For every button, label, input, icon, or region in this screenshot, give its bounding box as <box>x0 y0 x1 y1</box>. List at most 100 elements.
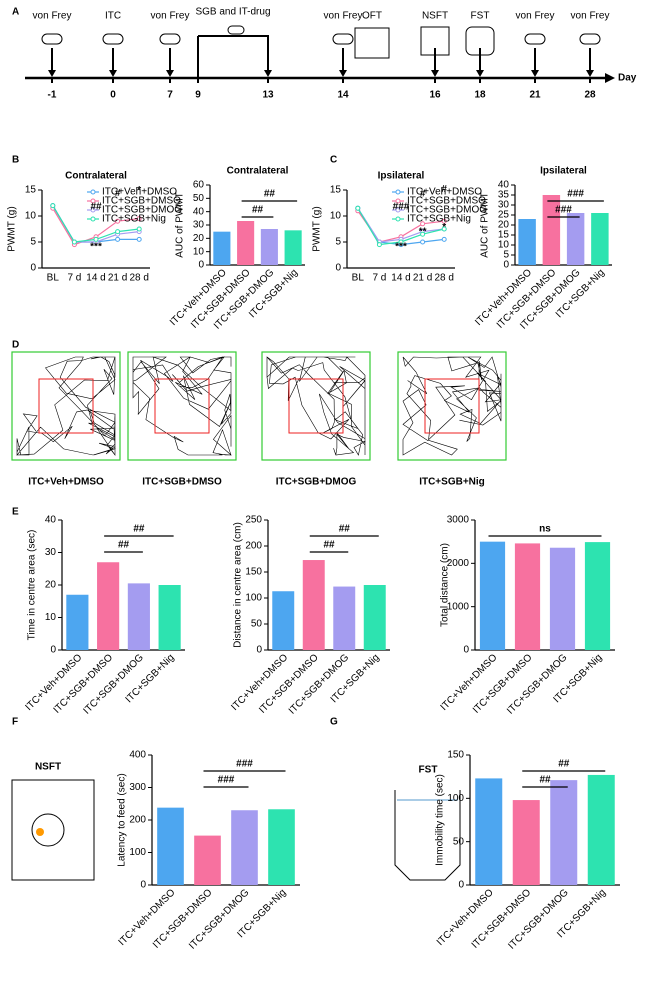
point <box>136 216 142 222</box>
y-tick-label: 60 <box>193 180 205 191</box>
bar <box>213 231 231 265</box>
x-tick-label: 14 d <box>391 273 410 284</box>
y-tick-label: 150 <box>245 567 262 578</box>
event-label: von Frey <box>324 11 363 22</box>
panel-letter: E <box>12 507 19 518</box>
y-tick-label: 15 <box>498 230 510 241</box>
annotation: ## <box>90 201 102 212</box>
y-tick-label: 0 <box>198 260 204 271</box>
y-tick-label: 100 <box>447 793 464 804</box>
bar <box>549 547 576 650</box>
point <box>441 218 447 224</box>
centre-zone <box>38 378 94 434</box>
x-tick-label: 28 d <box>434 273 453 284</box>
y-tick-label: 40 <box>498 180 510 191</box>
chart-title: Contralateral <box>227 166 289 177</box>
event-label: ITC <box>105 11 121 22</box>
y-tick-label: 0 <box>256 645 262 656</box>
arena <box>397 351 507 461</box>
day-label: 7 <box>167 90 173 101</box>
y-tick-label: 1000 <box>447 601 470 612</box>
x-tick-label: BL <box>352 273 365 284</box>
nsft-arena <box>31 813 65 847</box>
track <box>402 356 502 456</box>
legend-entry: ITC+SGB+DMSO <box>102 196 181 207</box>
y-tick-label: 150 <box>447 750 464 761</box>
bar <box>475 778 503 885</box>
significance-label: ## <box>339 524 351 535</box>
bar <box>194 835 221 885</box>
point <box>355 205 361 211</box>
mouse-icon <box>102 33 124 45</box>
chart-title: Contralateral <box>65 171 127 182</box>
event-label: SGB and IT-drug <box>195 7 270 18</box>
bar <box>260 229 278 265</box>
y-tick-label: 30 <box>498 200 510 211</box>
day-label: 14 <box>337 90 349 101</box>
y-tick-label: 10 <box>498 240 510 251</box>
y-tick-label: 35 <box>498 190 510 201</box>
point <box>136 236 142 242</box>
arena <box>11 351 121 461</box>
mouse-icon <box>41 33 63 45</box>
bar <box>584 542 611 650</box>
y-tick-label: 300 <box>129 782 146 793</box>
y-tick-label: 250 <box>245 515 262 526</box>
bar <box>479 541 506 650</box>
event-label: NSFT <box>422 11 448 22</box>
annotation: # <box>115 188 121 199</box>
y-tick-label: 0 <box>30 263 36 274</box>
bar <box>158 585 181 650</box>
y-tick-label: 50 <box>453 836 465 847</box>
y-tick-label: 0 <box>458 880 464 891</box>
annotation: # <box>441 184 447 195</box>
y-axis-label: Time in centre area (sec) <box>27 530 38 641</box>
chart-title: Ipsilateral <box>540 166 587 177</box>
y-axis-label: PWMT (g) <box>312 206 323 251</box>
x-tick-label: 21 d <box>413 273 432 284</box>
y-tick-label: 30 <box>193 220 205 231</box>
annotation: ** <box>419 226 427 237</box>
significance-label: ### <box>236 759 253 770</box>
mouse-icon <box>332 33 354 45</box>
arrowhead <box>586 70 594 77</box>
point <box>71 239 77 245</box>
significance-label: ## <box>133 524 145 535</box>
day-label: 0 <box>110 90 116 101</box>
oft-icon <box>354 27 390 59</box>
y-tick-label: 0 <box>140 880 146 891</box>
centre-zone <box>154 378 210 434</box>
y-tick-label: 30 <box>45 547 57 558</box>
legend-marker <box>90 198 96 204</box>
legend-marker <box>90 189 96 195</box>
panel-letter: D <box>12 340 19 351</box>
y-tick-label: 200 <box>129 815 146 826</box>
legend-entry: ITC+SGB+Nig <box>407 214 471 225</box>
point <box>376 242 382 248</box>
day-label: -1 <box>48 90 57 101</box>
significance-label: ## <box>264 189 276 200</box>
day-label: 13 <box>262 90 274 101</box>
bar <box>237 221 255 265</box>
drug-bracket <box>197 35 269 78</box>
bar <box>512 800 540 885</box>
y-tick-label: 15 <box>330 185 342 196</box>
group-label: ITC+Veh+DMSO <box>28 477 104 488</box>
point <box>420 221 426 227</box>
y-tick-label: 0 <box>503 260 509 271</box>
food <box>36 828 44 836</box>
point <box>115 218 121 224</box>
point <box>420 239 426 245</box>
legend-entry: ITC+SGB+DMSO <box>407 196 486 207</box>
bar <box>284 230 302 265</box>
bar <box>97 562 120 650</box>
timeline-unit: Day <box>618 73 637 84</box>
x-tick-label: ITC+SGB+DMOG <box>505 652 570 717</box>
point <box>398 239 404 245</box>
y-axis-label: Total distance (cm) <box>440 543 451 627</box>
y-tick-label: 100 <box>129 847 146 858</box>
arena <box>127 351 237 461</box>
significance-label: ## <box>118 540 130 551</box>
panel-letter: A <box>12 7 19 18</box>
